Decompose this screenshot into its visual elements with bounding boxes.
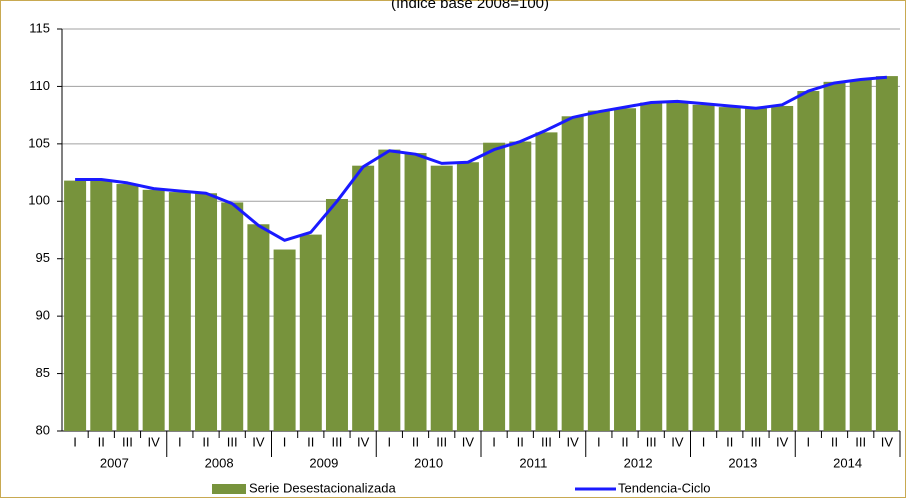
x-tick-label: III: [436, 434, 447, 449]
year-label: 2013: [728, 455, 757, 470]
x-tick-label: IV: [567, 434, 580, 449]
y-tick-label: 95: [36, 250, 50, 265]
x-tick-label: I: [178, 434, 182, 449]
x-tick-label: I: [283, 434, 287, 449]
y-tick-label: 105: [28, 135, 50, 150]
x-tick-label: IV: [252, 434, 265, 449]
bar: [116, 184, 139, 431]
x-tick-label: I: [597, 434, 601, 449]
year-label: 2009: [309, 455, 338, 470]
year-label: 2012: [624, 455, 653, 470]
year-label: 2014: [833, 455, 862, 470]
legend-label: Serie Desestacionalizada: [249, 480, 396, 495]
x-tick-label: III: [646, 434, 657, 449]
bar: [90, 180, 113, 431]
x-tick-label: II: [621, 434, 628, 449]
year-label: 2007: [100, 455, 129, 470]
x-tick-label: IV: [148, 434, 161, 449]
bar: [142, 189, 165, 431]
y-tick-label: 115: [29, 20, 50, 35]
x-tick-label: IV: [462, 434, 475, 449]
x-tick-label: I: [807, 434, 811, 449]
y-tick-label: 85: [36, 365, 50, 380]
bar: [771, 105, 794, 431]
x-tick-label: II: [726, 434, 733, 449]
bar: [744, 108, 767, 431]
y-tick-label: 80: [36, 422, 50, 437]
x-tick-label: IV: [881, 434, 894, 449]
bar: [823, 81, 846, 431]
bar: [797, 91, 820, 431]
trend-line: [75, 75, 888, 242]
x-tick-label: III: [541, 434, 552, 449]
bar: [535, 132, 558, 431]
bar: [666, 101, 689, 432]
bar: [273, 249, 296, 431]
chart-subtitle: (índice base 2008=100): [391, 0, 549, 12]
x-tick-label: II: [412, 434, 419, 449]
x-tick-label: I: [388, 434, 392, 449]
x-tick-label: IV: [671, 434, 684, 449]
x-tick-label: IV: [357, 434, 370, 449]
x-tick-label: II: [307, 434, 314, 449]
bar: [849, 79, 872, 431]
bar: [195, 193, 218, 431]
bar: [509, 141, 532, 431]
bar: [168, 192, 191, 431]
bar: [378, 149, 401, 431]
x-tick-label: I: [492, 434, 496, 449]
bar: [247, 224, 270, 431]
y-tick-label: 110: [29, 78, 50, 93]
bar: [404, 153, 427, 431]
bar: [718, 107, 741, 432]
year-label: 2011: [519, 455, 547, 470]
bar: [483, 142, 506, 432]
y-tick-label: 90: [36, 308, 50, 323]
x-tick-label: III: [332, 434, 343, 449]
x-tick-label: III: [855, 434, 866, 449]
legend-label: Tendencia-Ciclo: [618, 480, 711, 495]
bar: [456, 162, 479, 431]
bar: [299, 234, 322, 431]
bar: [614, 108, 637, 431]
bar: [875, 76, 898, 431]
x-tick-label: I: [73, 434, 77, 449]
bar: [692, 104, 715, 431]
bar: [352, 165, 375, 431]
x-tick-label: III: [122, 434, 133, 449]
bar: [640, 102, 663, 431]
x-tick-label: II: [98, 434, 105, 449]
y-tick-label: 100: [28, 193, 50, 208]
x-tick-label: II: [517, 434, 524, 449]
x-tick-label: IV: [776, 434, 789, 449]
legend-swatch: [212, 484, 246, 494]
x-tick-label: II: [202, 434, 209, 449]
x-tick-label: II: [831, 434, 838, 449]
bar: [64, 180, 87, 431]
year-label: 2008: [205, 455, 234, 470]
x-tick-label: I: [702, 434, 706, 449]
bar: [430, 165, 453, 431]
x-tick-label: III: [227, 434, 238, 449]
year-label: 2010: [414, 455, 443, 470]
x-tick-label: III: [751, 434, 762, 449]
bar: [587, 110, 610, 431]
bar: [561, 116, 584, 431]
bar: [221, 202, 244, 431]
bar: [325, 198, 348, 431]
